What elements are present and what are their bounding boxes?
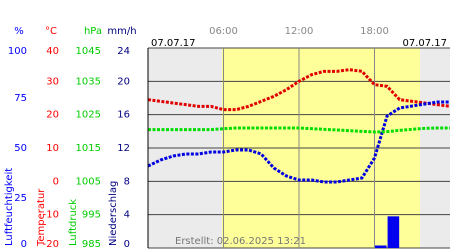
- axis-unit: hPa: [84, 26, 102, 37]
- y-tick-label: 50: [14, 143, 27, 154]
- axis-unit: °C: [45, 26, 57, 37]
- y-tick-label: 75: [14, 93, 27, 104]
- y-tick-label: 1025: [76, 110, 101, 121]
- y-tick-label: 20: [117, 76, 130, 87]
- y-tick-label: 995: [82, 210, 101, 221]
- y-tick-label: 16: [117, 110, 130, 121]
- y-tick-label: 25: [14, 193, 27, 204]
- y-tick-label: 0: [21, 239, 27, 250]
- y-tick-label: 4: [124, 210, 130, 221]
- data-line: [147, 68, 450, 112]
- axis-title: Luftdruck: [68, 199, 79, 246]
- y-tick-label: 0: [124, 239, 130, 250]
- y-tick-label: 985: [82, 239, 101, 250]
- y-tick-label: 1005: [76, 176, 101, 187]
- y-tick-label: 1035: [76, 76, 101, 87]
- start-date: 07.07.17: [151, 38, 196, 49]
- axis-unit: %: [14, 26, 24, 37]
- data-line: [148, 126, 450, 134]
- y-tick-label: 12: [117, 143, 130, 154]
- x-tick-label: 12:00: [285, 26, 314, 37]
- x-tick-label: 18:00: [360, 26, 389, 37]
- y-tick-label: 1045: [76, 46, 101, 57]
- y-tick-label: 1015: [76, 143, 101, 154]
- y-tick-label: -10: [43, 210, 59, 221]
- precip-bar: [375, 245, 387, 248]
- y-tick-label: 40: [46, 46, 59, 57]
- y-tick-label: 10: [46, 143, 59, 154]
- axis-title: Luftfeuchtigkeit: [4, 168, 15, 246]
- y-tick-label: 100: [8, 46, 27, 57]
- created-label: Erstellt: 02.06.2025 13:21: [175, 236, 306, 247]
- y-tick-label: 24: [117, 46, 130, 57]
- axis-title: Niederschlag: [108, 181, 119, 246]
- y-tick-label: 20: [46, 110, 59, 121]
- x-tick-label: 06:00: [209, 26, 238, 37]
- y-tick-label: 30: [46, 76, 59, 87]
- data-line: [147, 100, 450, 184]
- y-tick-label: 8: [124, 176, 130, 187]
- precip-bar: [387, 216, 400, 248]
- axis-unit: mm/h: [107, 26, 136, 37]
- axis-title: Temperatur: [36, 188, 47, 247]
- y-tick-label: 0: [53, 176, 59, 187]
- y-tick-label: -20: [43, 239, 59, 250]
- end-date: 07.07.17: [402, 38, 447, 49]
